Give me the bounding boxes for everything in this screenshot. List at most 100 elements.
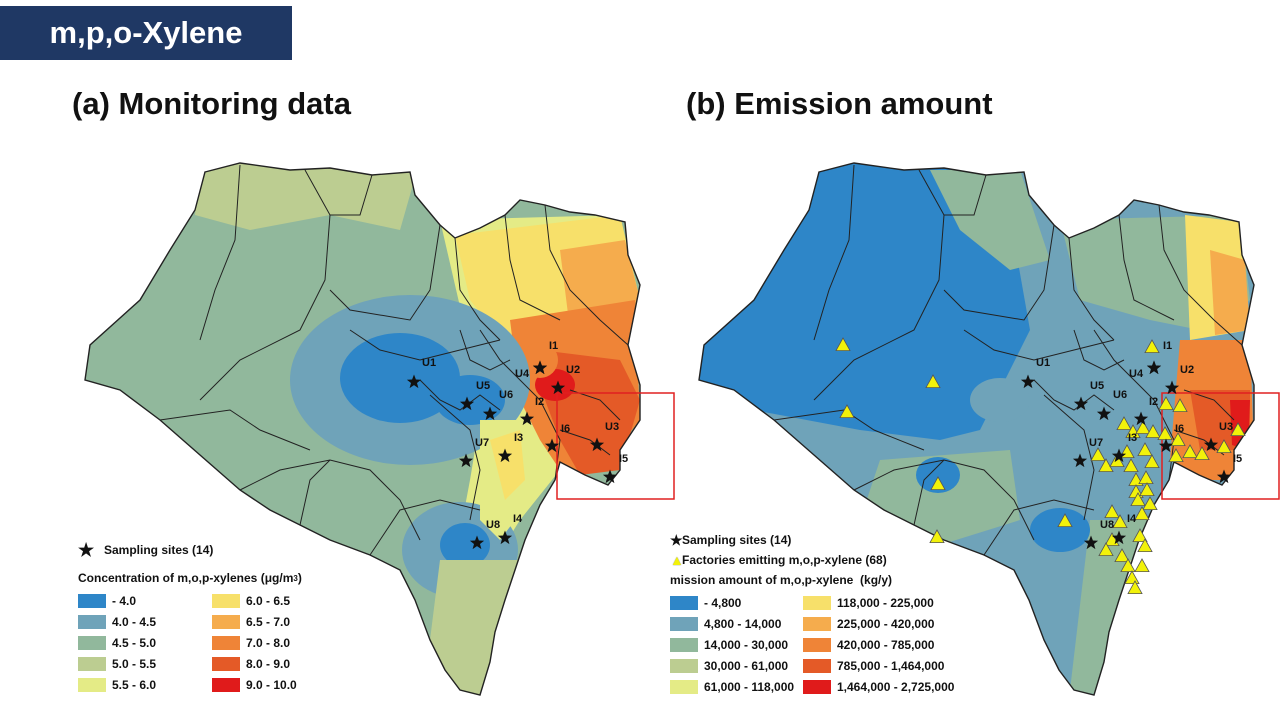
- factory-marker: [1134, 506, 1150, 520]
- panel-a-district-borders: [159, 164, 629, 556]
- legend-class-label: 6.0 - 6.5: [246, 593, 291, 608]
- panel-a-sampling-sites: [406, 360, 618, 550]
- star-icon: ★: [78, 539, 95, 560]
- sampling-site-star-b: [1083, 535, 1099, 550]
- legend-class-label: - 4,800: [704, 595, 742, 610]
- sampling-site-star-a: [602, 469, 618, 484]
- site-label-b: I3: [1128, 432, 1137, 444]
- factory-marker: [1127, 580, 1143, 594]
- legend-swatch: [212, 635, 240, 650]
- legend-class-b-9: 1,464,000 - 2,725,000: [803, 676, 983, 697]
- legend-swatch: [78, 614, 106, 629]
- legend-swatch: [78, 677, 106, 692]
- legend-swatch: [78, 593, 106, 608]
- sampling-site-star-a: [459, 396, 475, 411]
- legend-a-sampling-row: ★ Sampling sites (14): [78, 540, 346, 560]
- legend-b-sampling-label: Sampling sites (14): [682, 533, 792, 547]
- legend-b-title: mission amount of m,o,p-xylene (kg/y): [670, 570, 983, 590]
- factory-marker: [1137, 538, 1153, 552]
- legend-swatch: [212, 656, 240, 671]
- legend-class-b-1: 4,800 - 14,000: [670, 613, 803, 634]
- legend-class-label: 61,000 - 118,000: [704, 679, 795, 694]
- legend-class-label: 4.5 - 5.0: [112, 635, 157, 650]
- legend-class-a-2: 4.5 - 5.0: [78, 632, 212, 653]
- factory-marker: [1139, 482, 1155, 497]
- legend-swatch: [670, 616, 698, 631]
- legend-class-a-4: 5.5 - 6.0: [78, 674, 212, 695]
- sampling-site-star-a: [406, 374, 422, 389]
- legend-b-factories-label: Factories emitting m,o,p-xylene (68): [682, 553, 887, 567]
- factory-marker: [1145, 424, 1161, 439]
- factory-marker: [1138, 470, 1154, 485]
- site-label-a: I3: [514, 432, 523, 444]
- legend-swatch: [670, 595, 698, 610]
- sampling-site-star-b: [1096, 406, 1112, 421]
- site-label-b: U5: [1090, 380, 1104, 392]
- legend-a-unit-sup: 3: [293, 573, 298, 583]
- factory-marker: [1137, 442, 1153, 457]
- sampling-site-star-b: [1020, 374, 1036, 389]
- sampling-site-star-a: [519, 411, 535, 426]
- legend-class-label: 30,000 - 61,000: [704, 658, 789, 673]
- legend-class-label: 8.0 - 9.0: [246, 656, 291, 671]
- factory-marker: [1112, 514, 1128, 528]
- factory-marker: [1182, 444, 1198, 459]
- factory-marker: [1170, 432, 1186, 447]
- site-label-a: I4: [513, 513, 523, 525]
- legend-class-label: 1,464,000 - 2,725,000: [837, 679, 955, 694]
- factory-marker: [1090, 447, 1106, 462]
- legend-swatch: [78, 635, 106, 650]
- legend-class-a-5: 6.0 - 6.5: [212, 590, 346, 611]
- factory-marker: [1168, 448, 1184, 463]
- legend-class-label: 4.0 - 4.5: [112, 614, 157, 629]
- legend-b-sampling-row: ★ Sampling sites (14): [670, 530, 983, 550]
- legend-swatch: [670, 637, 698, 652]
- site-label-b: U1: [1036, 357, 1050, 369]
- factory-marker: [1194, 446, 1210, 461]
- legend-a-sampling-label: Sampling sites (14): [104, 543, 214, 557]
- site-label-a: U7: [475, 437, 489, 449]
- factory-marker: [1124, 570, 1140, 584]
- panel-a-heading: (a) Monitoring data: [72, 86, 351, 121]
- factory-marker: [1125, 424, 1141, 439]
- site-label-a: I2: [535, 396, 544, 408]
- panel-b-heading: (b) Emission amount: [686, 86, 993, 121]
- legend-class-label: 9.0 - 10.0: [246, 677, 297, 692]
- sampling-site-star-b: [1146, 360, 1162, 375]
- sampling-site-star-b: [1216, 469, 1232, 484]
- factory-marker: [925, 374, 941, 389]
- site-label-a: U6: [499, 389, 513, 401]
- sampling-site-star-a: [544, 438, 560, 453]
- legend-swatch: [803, 637, 831, 652]
- site-label-a: I5: [619, 453, 628, 465]
- legend-swatch: [803, 616, 831, 631]
- legend-class-b-5: 118,000 - 225,000: [803, 592, 983, 613]
- legend-class-label: 785,000 - 1,464,000: [837, 658, 945, 673]
- site-label-b: U6: [1113, 389, 1127, 401]
- sampling-site-star-a: [458, 453, 474, 468]
- legend-class-b-2: 14,000 - 30,000: [670, 634, 803, 655]
- legend-class-b-0: - 4,800: [670, 592, 803, 613]
- site-label-b: I4: [1127, 513, 1137, 525]
- legend-class-label: 4,800 - 14,000: [704, 616, 782, 631]
- legend-swatch: [212, 593, 240, 608]
- factory-marker: [1104, 504, 1120, 518]
- sampling-site-star-a: [497, 448, 513, 463]
- factory-marker: [1158, 396, 1174, 411]
- factory-marker: [1114, 548, 1130, 562]
- sampling-site-star-b: [1133, 411, 1149, 426]
- factory-marker: [1134, 558, 1150, 572]
- factory-marker: [929, 529, 945, 543]
- legend-class-a-3: 5.0 - 5.5: [78, 653, 212, 674]
- site-label-b: U2: [1180, 364, 1194, 376]
- sampling-site-star-a: [589, 437, 605, 452]
- legend-class-b-4: 61,000 - 118,000: [670, 676, 803, 697]
- legend-class-a-9: 9.0 - 10.0: [212, 674, 346, 695]
- factory-marker: [1116, 416, 1132, 431]
- site-label-a: U5: [476, 380, 490, 392]
- legend-a-classes: - 4.0 4.0 - 4.5 4.5 - 5.0 5.0 - 5.5 5.5 - 6.…: [78, 590, 346, 695]
- site-label-a: U4: [515, 368, 530, 380]
